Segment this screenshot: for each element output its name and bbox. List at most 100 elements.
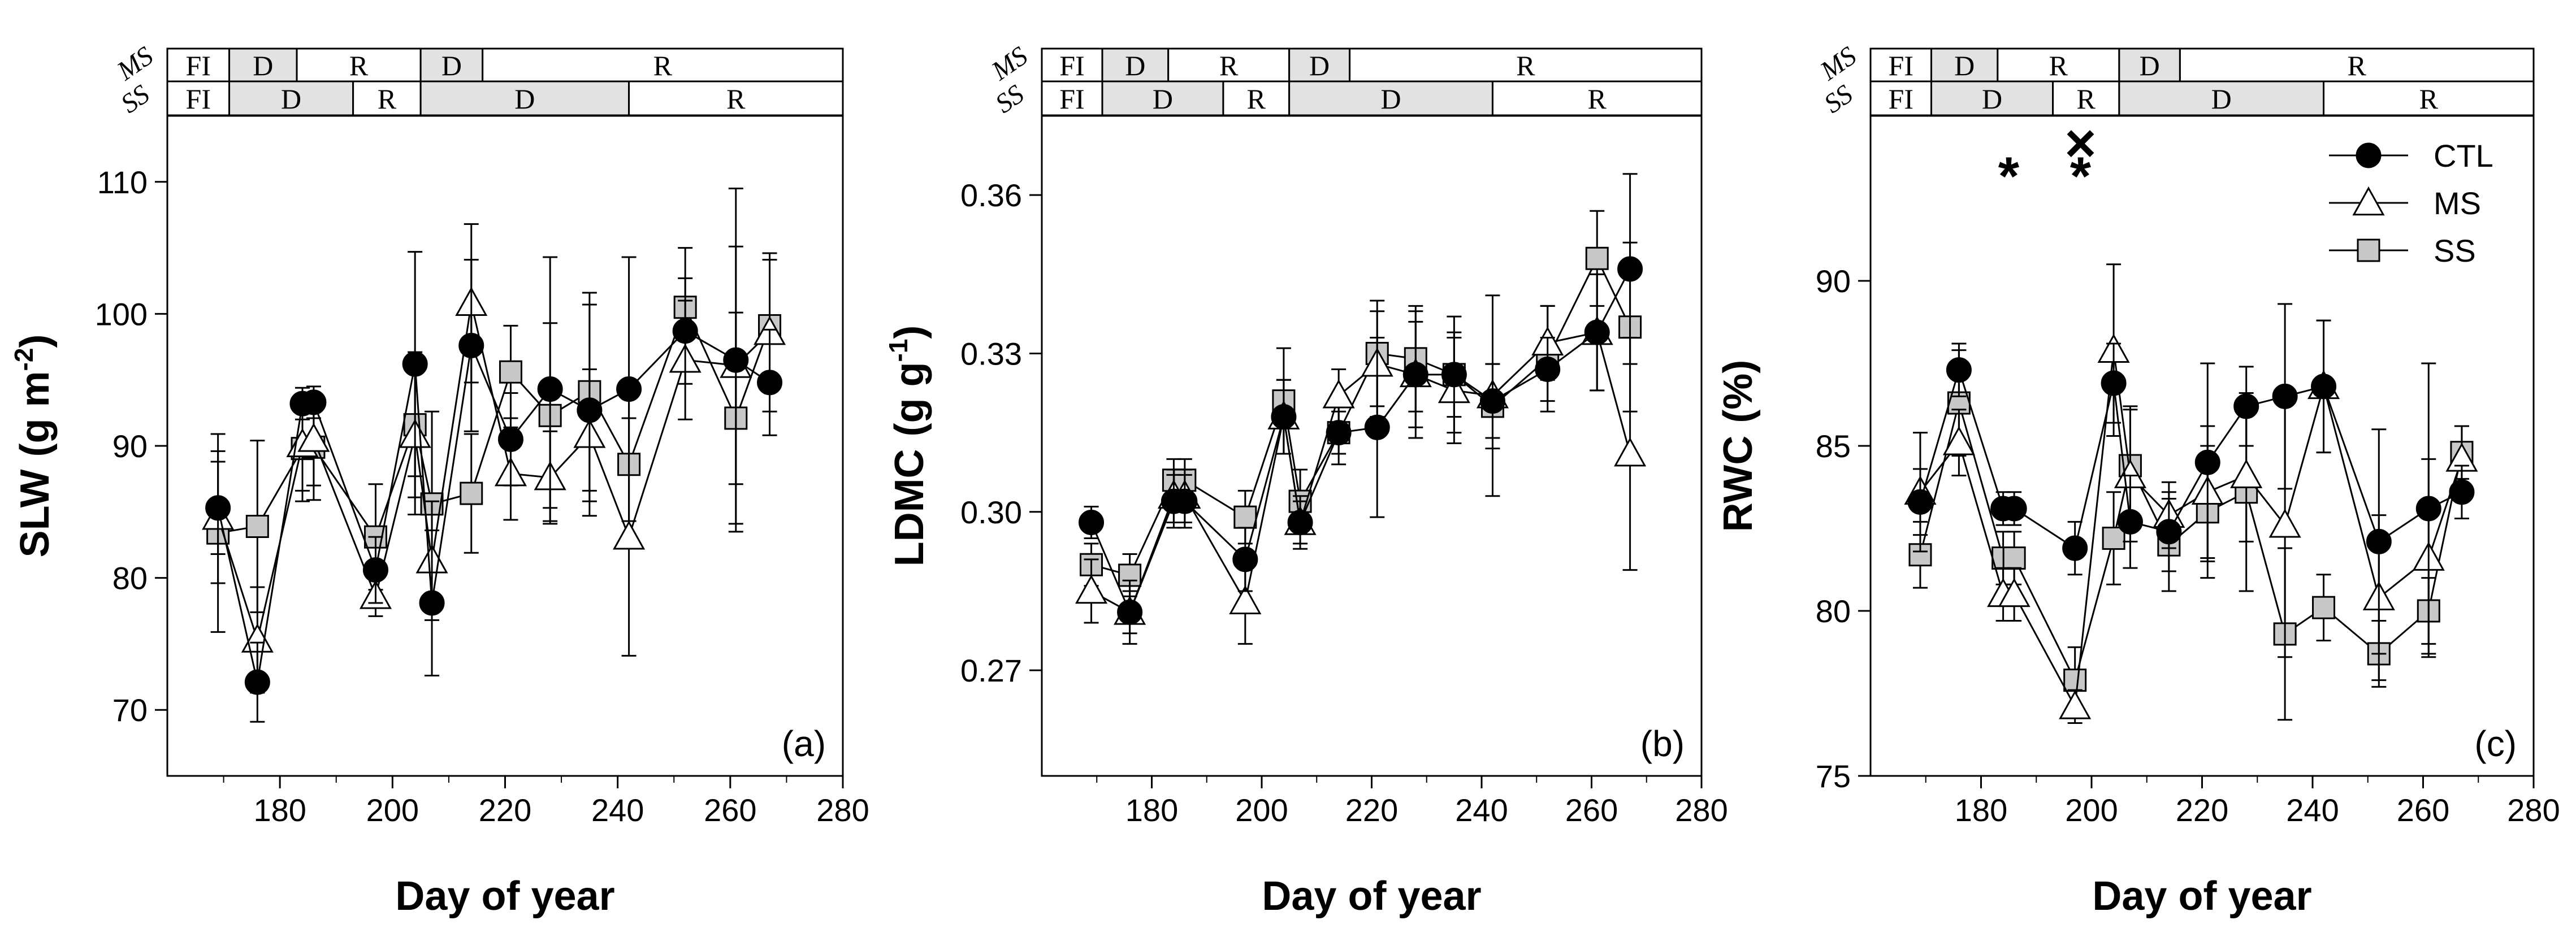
data-point-ctl bbox=[1172, 488, 1198, 514]
data-point-ctl bbox=[1232, 546, 1258, 572]
data-point-ctl bbox=[2062, 535, 2088, 561]
data-point-ctl bbox=[2233, 393, 2259, 419]
x-tick-label: 220 bbox=[479, 792, 531, 828]
treatment-segment-ss bbox=[352, 80, 422, 116]
data-point-ss bbox=[2063, 669, 2087, 692]
data-point-ctl bbox=[2194, 449, 2220, 475]
x-tick-label: 240 bbox=[2286, 792, 2339, 828]
y-tick-label: 70 bbox=[112, 692, 148, 728]
row-label-ss: SS bbox=[115, 79, 155, 119]
data-point-ss bbox=[1585, 246, 1609, 270]
treatment-segment-ss bbox=[1288, 80, 1493, 116]
significance-marker: * bbox=[1998, 146, 2020, 206]
treatment-label: FI bbox=[186, 83, 211, 115]
treatment-label: D bbox=[253, 50, 273, 81]
series-line-ctl bbox=[1090, 268, 1631, 615]
plot-frame bbox=[1041, 115, 1703, 777]
y-tick-label: 0.30 bbox=[960, 494, 1022, 530]
data-point-ctl bbox=[2156, 519, 2182, 545]
panel-label: (b) bbox=[1640, 723, 1685, 764]
x-tick-label: 240 bbox=[1455, 792, 1508, 828]
x-axis-label: Day of year bbox=[1262, 874, 1481, 919]
x-tick-label: 180 bbox=[1955, 792, 2007, 828]
data-point-ctl bbox=[1402, 362, 1428, 388]
legend: CTL MS SS bbox=[2329, 138, 2493, 268]
row-label-ms: MS bbox=[1815, 41, 1862, 86]
treatment-label: D bbox=[441, 50, 462, 81]
y-tick-label: 80 bbox=[1816, 593, 1851, 629]
x-tick-label: 240 bbox=[591, 792, 644, 828]
x-tick-label: 180 bbox=[1125, 792, 1178, 828]
y-axis-label-sup: -1 bbox=[884, 339, 913, 362]
panels: FI D R D R FI D R D R MS SS 180 200 220 240 260 280 70 80 90… bbox=[9, 41, 2560, 919]
y-tick-label: 110 bbox=[97, 164, 148, 200]
treatment-label: FI bbox=[1059, 50, 1084, 81]
treatment-segment-ss bbox=[2118, 80, 2325, 116]
treatment-label: R bbox=[349, 50, 369, 81]
y-tick-label: 90 bbox=[1816, 263, 1851, 299]
data-point-ms bbox=[2230, 459, 2263, 488]
series-ss bbox=[206, 247, 782, 633]
y-axis-label: LDMC (g g-1) bbox=[884, 326, 932, 567]
data-point-ctl bbox=[1326, 420, 1352, 446]
y-axis-label-name: SLW bbox=[12, 469, 58, 557]
data-point-ctl bbox=[1117, 599, 1143, 625]
significance-marker: × bbox=[2064, 113, 2096, 173]
data-point-ctl bbox=[362, 557, 388, 583]
legend-label: SS bbox=[2434, 233, 2476, 268]
treatment-label: D bbox=[514, 83, 535, 115]
x-tick-label: 200 bbox=[1235, 792, 1288, 828]
treatment-label: D bbox=[1309, 50, 1330, 81]
data-point-ctl bbox=[419, 590, 445, 616]
x-tick-label: 280 bbox=[1675, 792, 1728, 828]
treatment-label: R bbox=[2049, 50, 2068, 81]
data-point-ctl bbox=[2311, 374, 2337, 400]
treatment-label: R bbox=[653, 50, 673, 81]
y-axis-label-sup: -2 bbox=[9, 348, 38, 371]
y-axis-label-name: LDMC bbox=[887, 449, 932, 566]
data-point-ctl bbox=[1907, 489, 1933, 515]
treatment-label: D bbox=[2211, 83, 2232, 115]
data-point-ctl bbox=[1287, 509, 1313, 535]
data-point-ctl bbox=[244, 669, 270, 695]
x-tick-label: 260 bbox=[1565, 792, 1618, 828]
treatment-label: R bbox=[1516, 50, 1535, 81]
treatment-label: D bbox=[2140, 50, 2160, 81]
data-point-ms bbox=[297, 423, 330, 452]
y-tick-label: 85 bbox=[1816, 428, 1851, 464]
data-point-ms bbox=[1942, 426, 1975, 455]
data-point-ms bbox=[2059, 690, 2092, 719]
x-tick-label: 220 bbox=[1345, 792, 1398, 828]
data-point-ctl bbox=[301, 389, 327, 415]
series-ms bbox=[1075, 273, 1647, 645]
y-axis-label-unit: (%) bbox=[1716, 360, 1761, 423]
treatment-segment-ms bbox=[1997, 47, 2120, 83]
data-point-ms bbox=[2268, 509, 2301, 538]
data-point-ss bbox=[2102, 527, 2125, 550]
data-point-ctl bbox=[1271, 404, 1297, 430]
y-tick-label: 75 bbox=[1816, 758, 1851, 794]
panel-label: (c) bbox=[2474, 723, 2517, 764]
data-point-ss bbox=[499, 360, 522, 384]
data-point-ctl bbox=[2415, 496, 2441, 522]
treatment-label: R bbox=[1247, 83, 1266, 115]
legend-marker-ms bbox=[2352, 186, 2385, 216]
legend-marker-ctl bbox=[2356, 142, 2382, 168]
x-tick-label: 280 bbox=[2507, 792, 2560, 828]
treatment-segment-ss bbox=[1930, 80, 2054, 116]
treatment-label: D bbox=[1153, 83, 1173, 115]
data-point-ctl bbox=[1946, 357, 1972, 383]
data-point-ms bbox=[1229, 585, 1262, 614]
data-point-ms bbox=[1322, 379, 1355, 409]
legend-label: CTL bbox=[2434, 138, 2493, 173]
x-tick-label: 280 bbox=[816, 792, 869, 828]
treatment-label: FI bbox=[1889, 50, 1913, 81]
y-axis-label-name: RWC bbox=[1716, 436, 1761, 532]
treatment-label: D bbox=[1380, 83, 1401, 115]
significance-marker: * bbox=[2070, 146, 2092, 206]
data-point-ctl bbox=[1535, 357, 1561, 383]
data-point-ctl bbox=[2449, 479, 2475, 505]
